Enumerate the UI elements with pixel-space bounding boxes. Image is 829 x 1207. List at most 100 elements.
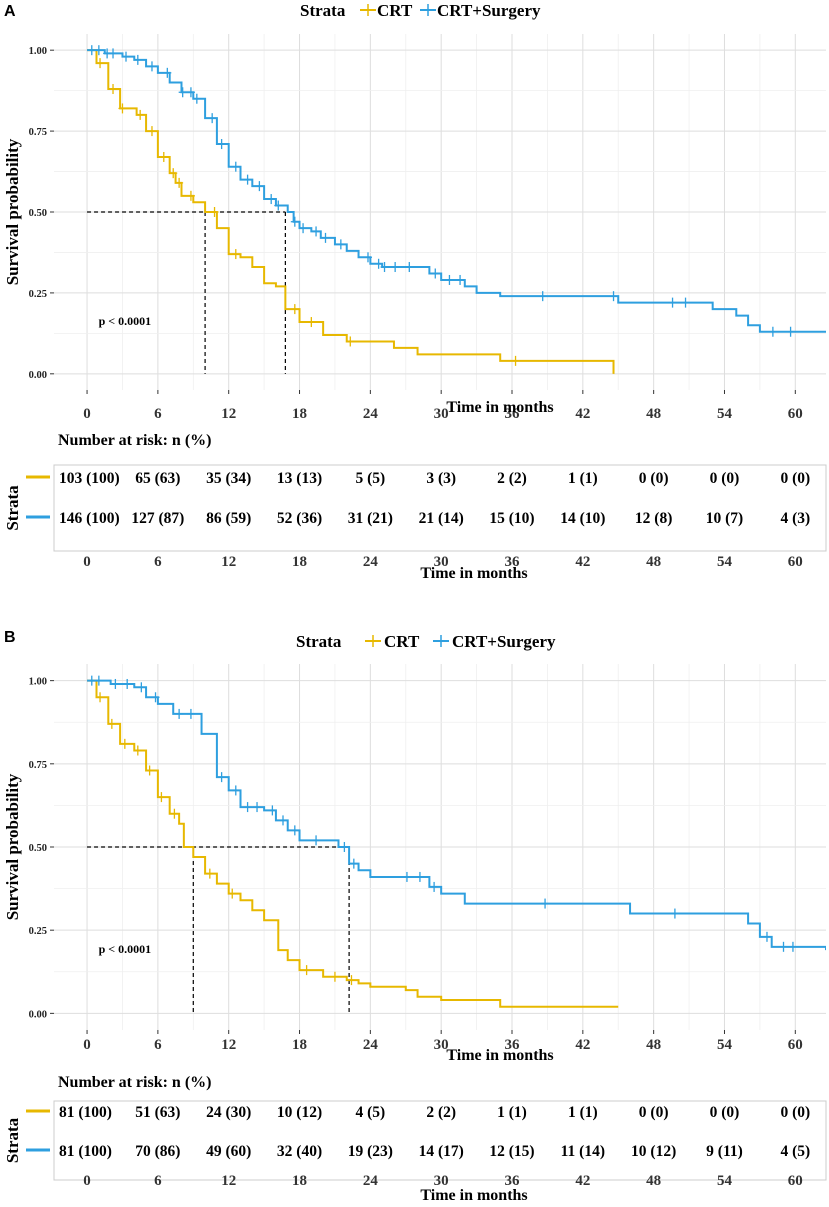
- y-tick-label: 1.00: [29, 46, 47, 57]
- risk-cell: 14 (10): [560, 510, 605, 527]
- risk-table-title: Number at risk: n (%): [58, 432, 211, 449]
- risk-cell: 127 (87): [131, 510, 184, 527]
- risk-time-tick: 18: [292, 554, 307, 570]
- risk-cell: 0 (0): [710, 470, 740, 487]
- survival-curve-crt-surgery: [87, 679, 826, 951]
- risk-table-box: [53, 464, 827, 552]
- y-axis-label: Survival probability: [3, 773, 22, 920]
- risk-cell: 1 (1): [497, 1104, 527, 1121]
- x-tick-label: 30: [434, 1037, 449, 1053]
- risk-time-tick: 30: [434, 554, 449, 570]
- risk-time-tick: 60: [788, 1173, 803, 1189]
- x-tick-label: 6: [154, 406, 162, 422]
- risk-cell: 0 (0): [780, 470, 810, 487]
- risk-cell: 1 (1): [568, 1104, 598, 1121]
- x-tick-label: 6: [154, 1037, 162, 1053]
- legend-title: Strata: [296, 632, 342, 651]
- risk-cell: 21 (14): [419, 510, 464, 527]
- panel-a: A Strata CRT CRT+Surgery 0.00 0.25 0.50 0.75 1.0…: [3, 1, 827, 582]
- x-tick-label: 42: [575, 406, 590, 422]
- risk-time-tick: 18: [292, 1173, 307, 1189]
- legend-entry: CRT+Surgery: [437, 1, 541, 20]
- x-tick-label: 18: [292, 406, 307, 422]
- risk-cell: 4 (5): [356, 1104, 386, 1121]
- x-tick-label: 0: [83, 1037, 91, 1053]
- risk-cell: 13 (13): [277, 470, 322, 487]
- risk-cell: 4 (3): [780, 510, 810, 527]
- risk-cell: 35 (34): [206, 470, 251, 487]
- x-tick-label: 0: [83, 406, 91, 422]
- risk-time-tick: 42: [575, 554, 590, 570]
- x-tick-label: 30: [434, 406, 449, 422]
- x-tick-label: 12: [221, 1037, 236, 1053]
- risk-cell: 86 (59): [206, 510, 251, 527]
- y-axis-label: Survival probability: [3, 138, 22, 285]
- risk-cell: 11 (14): [561, 1143, 605, 1160]
- panel-letter: B: [4, 629, 16, 646]
- x-tick-label: 36: [505, 406, 521, 422]
- x-tick-label: 24: [363, 406, 379, 422]
- risk-cell: 24 (30): [206, 1104, 251, 1121]
- risk-cell: 0 (0): [780, 1104, 810, 1121]
- risk-time-tick: 6: [154, 1173, 162, 1189]
- risk-cell: 49 (60): [206, 1143, 251, 1160]
- risk-cell: 12 (15): [489, 1143, 534, 1160]
- risk-cell: 10 (12): [277, 1104, 322, 1121]
- risk-time-tick: 12: [221, 554, 236, 570]
- risk-cell: 146 (100): [59, 510, 120, 527]
- risk-time-tick: 48: [646, 1173, 661, 1189]
- x-tick-label: 60: [788, 1037, 803, 1053]
- risk-time-tick: 24: [363, 1173, 379, 1189]
- risk-cell: 0 (0): [710, 1104, 740, 1121]
- risk-cell: 51 (63): [135, 1104, 180, 1121]
- x-tick-label: 60: [788, 406, 803, 422]
- x-tick-label: 54: [717, 1037, 733, 1053]
- x-tick-label: 36: [505, 1037, 521, 1053]
- x-tick-label: 18: [292, 1037, 307, 1053]
- risk-cell: 5 (5): [356, 470, 386, 487]
- risk-cell: 14 (17): [419, 1143, 464, 1160]
- y-tick-label: 0.75: [29, 127, 47, 138]
- risk-cell: 31 (21): [348, 510, 393, 527]
- panel-b: B Strata CRT CRT+Surgery 0.00 0.25 0.50 0.75 1.0…: [3, 629, 827, 1204]
- x-tick-label: 54: [717, 406, 733, 422]
- risk-cell: 81 (100): [59, 1104, 112, 1121]
- risk-strata-label: Strata: [3, 1117, 22, 1163]
- x-tick-label: 24: [363, 1037, 379, 1053]
- legend-entry: CRT: [377, 1, 413, 20]
- panel-letter: A: [4, 3, 16, 20]
- risk-cell: 2 (2): [426, 1104, 456, 1121]
- p-value-annotation: p < 0.0001: [99, 942, 152, 956]
- risk-time-tick: 30: [434, 1173, 449, 1189]
- x-tick-label: 12: [221, 406, 236, 422]
- risk-time-tick: 54: [717, 1173, 733, 1189]
- y-tick-label: 0.50: [29, 843, 47, 854]
- legend-entry: CRT: [384, 632, 420, 651]
- risk-time-tick: 12: [221, 1173, 236, 1189]
- risk-time-tick: 48: [646, 554, 661, 570]
- y-tick-label: 1.00: [29, 677, 47, 688]
- y-tick-label: 0.25: [29, 289, 47, 300]
- risk-time-tick: 36: [505, 1173, 521, 1189]
- risk-time-tick: 42: [575, 1173, 590, 1189]
- risk-cell: 4 (5): [780, 1143, 810, 1160]
- risk-strata-label: Strata: [3, 485, 22, 531]
- risk-cell: 1 (1): [568, 470, 598, 487]
- risk-time-tick: 24: [363, 554, 379, 570]
- x-tick-label: 48: [646, 406, 661, 422]
- risk-cell: 32 (40): [277, 1143, 322, 1160]
- risk-cell: 10 (12): [631, 1143, 676, 1160]
- legend-entry: CRT+Surgery: [452, 632, 556, 651]
- risk-cell: 81 (100): [59, 1143, 112, 1160]
- x-tick-label: 42: [575, 1037, 590, 1053]
- y-tick-label: 0.25: [29, 926, 47, 937]
- risk-time-tick: 60: [788, 554, 803, 570]
- survival-curve-crt: [87, 679, 619, 1008]
- y-tick-label: 0.75: [29, 760, 47, 771]
- y-tick-label: 0.00: [29, 370, 47, 381]
- risk-x-label: Time in months: [420, 565, 527, 582]
- risk-x-label: Time in months: [420, 1187, 527, 1204]
- risk-table-box: [53, 1100, 827, 1181]
- p-value-annotation: p < 0.0001: [99, 314, 152, 328]
